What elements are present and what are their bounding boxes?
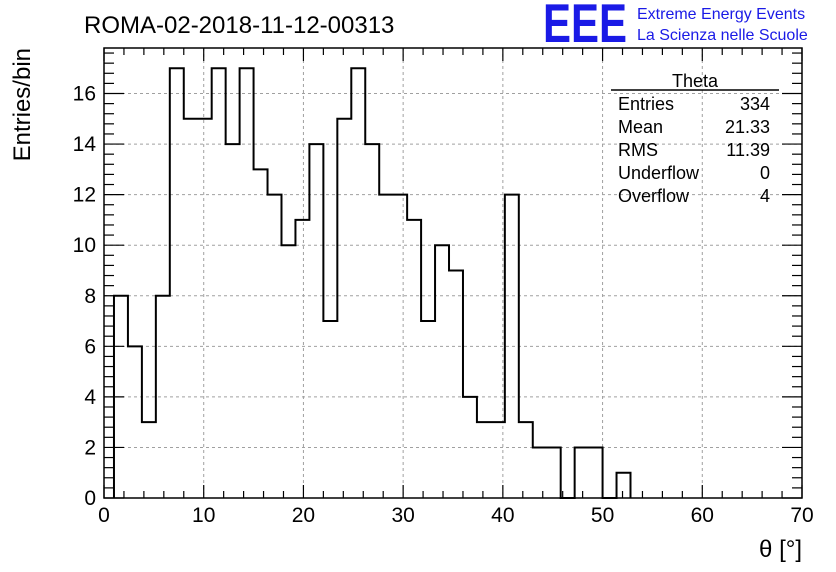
y-tick-label: 4 bbox=[84, 386, 96, 409]
y-tick-label: 12 bbox=[73, 184, 96, 207]
chart-title: ROMA-02-2018-11-12-00313 bbox=[84, 12, 394, 39]
stats-label: Entries bbox=[618, 94, 674, 114]
stats-label: RMS bbox=[618, 140, 658, 160]
axis-ticks bbox=[103, 48, 803, 499]
x-tick-label: 70 bbox=[790, 504, 813, 527]
stats-value: 11.39 bbox=[726, 140, 770, 160]
y-tick-label: 2 bbox=[84, 436, 96, 459]
stats-label: Overflow bbox=[618, 186, 690, 206]
y-tick-label: 14 bbox=[73, 133, 97, 156]
x-tick-label: 50 bbox=[591, 504, 614, 527]
grid-lines bbox=[104, 48, 802, 498]
logo-line1: Extreme Energy Events bbox=[637, 6, 805, 23]
y-axis-title: Entries/bin bbox=[9, 48, 36, 161]
stats-value: 4 bbox=[760, 186, 770, 206]
x-tick-label: 60 bbox=[691, 504, 714, 527]
plot-frame bbox=[103, 47, 803, 499]
logo-mark: EEE bbox=[543, 0, 627, 54]
stats-label: Mean bbox=[618, 117, 663, 137]
y-tick-label: 10 bbox=[73, 234, 96, 257]
x-tick-label: 10 bbox=[192, 504, 215, 527]
y-tick-label: 6 bbox=[84, 335, 96, 358]
x-tick-label: 0 bbox=[98, 504, 110, 527]
x-tick-label: 40 bbox=[491, 504, 514, 527]
x-tick-label: 30 bbox=[391, 504, 414, 527]
stats-box: Theta Entries 334 Mean 21.33 RMS 11.39 Underfl… bbox=[611, 71, 779, 206]
stats-title: Theta bbox=[672, 71, 719, 91]
histogram-series bbox=[112, 67, 632, 499]
stats-value: 0 bbox=[760, 163, 770, 183]
logo-line2: La Scienza nelle Scuole bbox=[637, 27, 808, 44]
y-tick-label: 16 bbox=[73, 83, 96, 106]
y-tick-label: 8 bbox=[84, 285, 96, 308]
eee-logo: EEE Extreme Energy Events La Scienza nel… bbox=[543, 0, 808, 54]
stats-value: 21.33 bbox=[725, 117, 770, 137]
x-tick-label: 20 bbox=[292, 504, 315, 527]
x-axis-tick-labels: 0 10 20 30 40 50 60 70 bbox=[98, 504, 814, 527]
x-axis-title: θ [°] bbox=[759, 536, 802, 563]
y-axis-tick-labels: 0 2 4 6 8 10 12 14 16 bbox=[73, 83, 97, 510]
stats-label: Underflow bbox=[618, 163, 700, 183]
stats-value: 334 bbox=[740, 94, 770, 114]
y-tick-label: 0 bbox=[84, 487, 96, 510]
